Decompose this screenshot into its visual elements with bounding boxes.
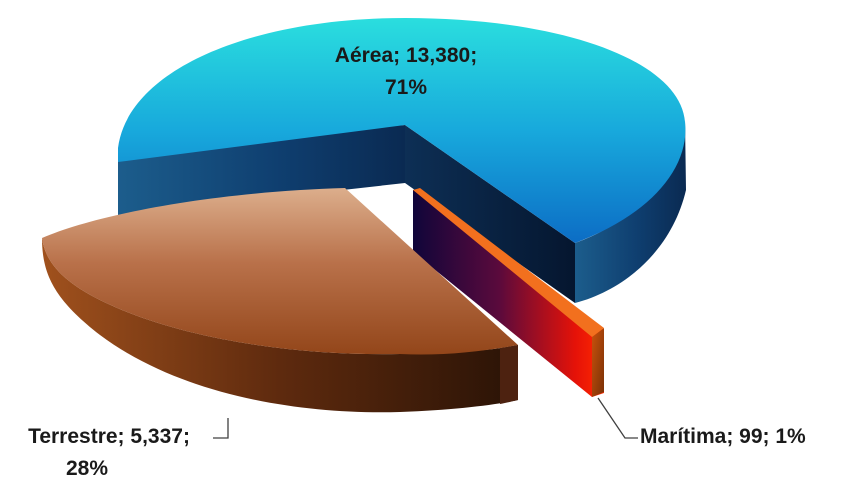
slice-terrestre <box>42 188 518 413</box>
slice-maritima-side <box>413 188 604 397</box>
slice-aerea-top <box>118 18 686 243</box>
slice-aerea <box>118 18 686 303</box>
data-label-aerea: Aérea; 13,380; 71% <box>308 40 504 104</box>
slice-maritima <box>413 188 604 397</box>
slice-maritima-top <box>413 188 604 337</box>
slice-terrestre-top <box>42 188 518 355</box>
data-label-aerea-line1: Aérea; 13,380; <box>334 44 478 67</box>
data-label-terrestre-line1: Terrestre; 5,337; <box>28 425 190 448</box>
leader-line-maritima <box>597 397 638 439</box>
slice-aerea-side-right2 <box>575 120 686 303</box>
data-label-terrestre: Terrestre; 5,337; 28% <box>6 421 212 485</box>
slice-maritima-face <box>592 328 604 397</box>
data-label-aerea-line2: 71% <box>384 76 428 99</box>
data-label-maritima: Marítima; 99; 1% <box>640 421 806 453</box>
slice-terrestre-front <box>500 345 518 404</box>
data-label-terrestre-line2: 28% <box>66 457 109 480</box>
data-label-maritima-line1: Marítima; 99; 1% <box>640 425 806 448</box>
leader-line-terrestre <box>213 418 229 439</box>
slice-terrestre-side <box>42 238 518 413</box>
leader-lines <box>213 397 638 439</box>
slice-aerea-inner-wall <box>405 125 575 303</box>
